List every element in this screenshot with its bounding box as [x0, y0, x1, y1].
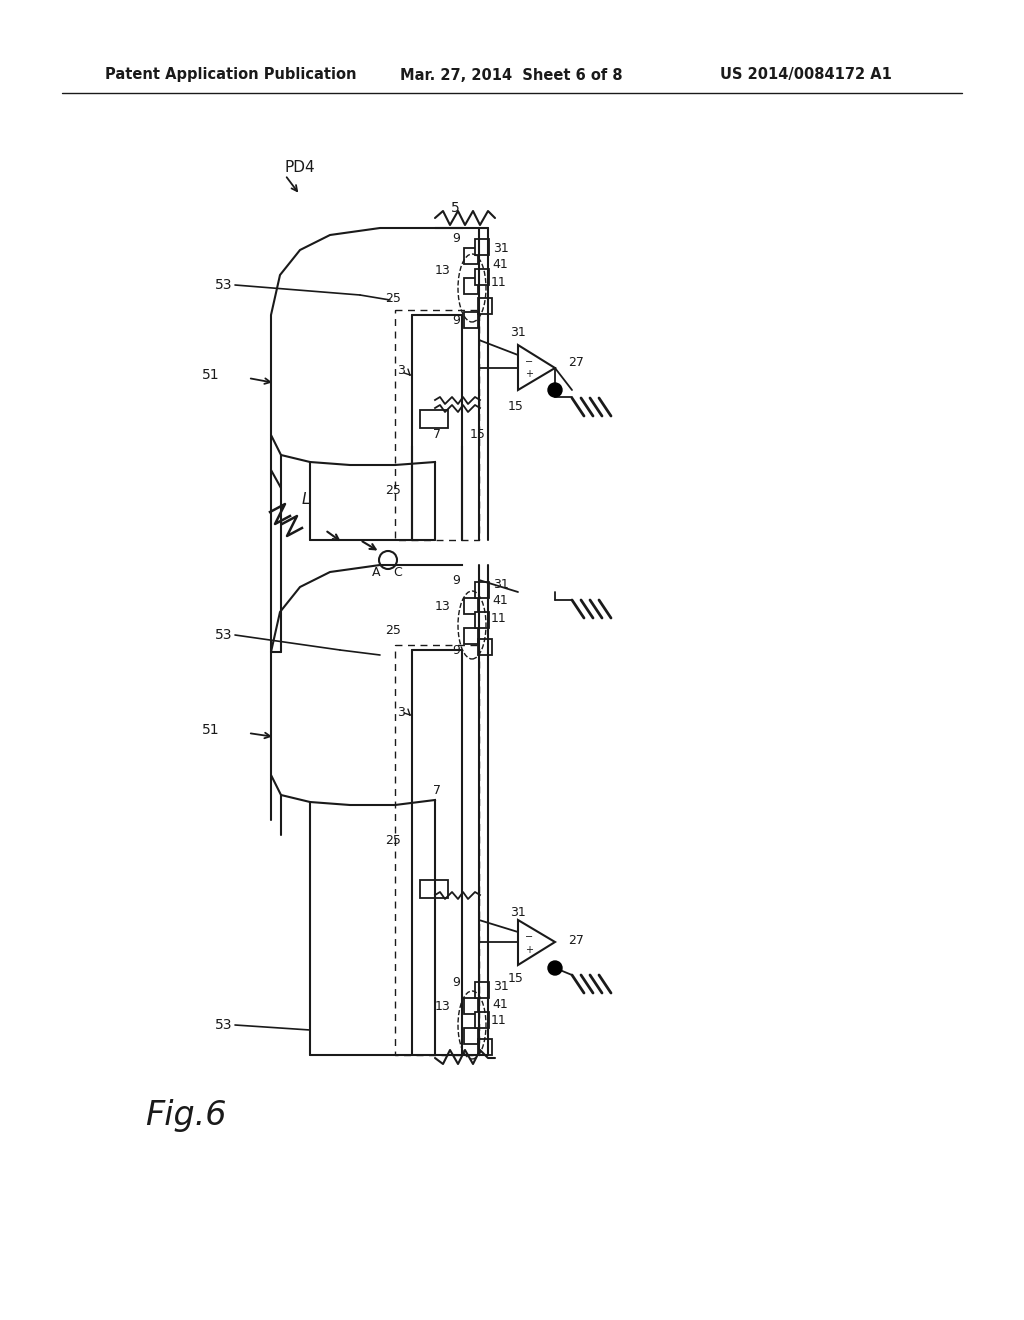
Bar: [475, 612, 489, 628]
Text: 11: 11: [490, 611, 507, 624]
Text: 25: 25: [385, 623, 400, 636]
Text: A: A: [372, 565, 381, 578]
Bar: [464, 1028, 478, 1044]
Text: 13: 13: [434, 264, 450, 276]
Text: 25: 25: [385, 292, 400, 305]
Text: 13: 13: [434, 601, 450, 614]
Text: 11: 11: [490, 276, 507, 289]
Text: 9: 9: [453, 975, 460, 989]
Bar: [475, 1012, 489, 1028]
Bar: [420, 880, 449, 898]
Text: Patent Application Publication: Patent Application Publication: [105, 67, 356, 82]
Bar: [464, 248, 478, 264]
Text: 3: 3: [397, 705, 406, 718]
Text: 15: 15: [508, 972, 524, 985]
Text: 41: 41: [492, 998, 508, 1011]
Text: 15: 15: [470, 429, 486, 441]
Bar: [420, 411, 449, 428]
Text: 27: 27: [568, 355, 584, 368]
Text: 31: 31: [493, 981, 509, 994]
Bar: [464, 628, 478, 644]
Circle shape: [548, 383, 562, 397]
Text: 11: 11: [490, 1014, 507, 1027]
Text: Fig.6: Fig.6: [145, 1098, 226, 1131]
Text: C: C: [393, 565, 401, 578]
Text: 53: 53: [214, 628, 232, 642]
Text: PD4: PD4: [285, 161, 315, 176]
Bar: [464, 279, 478, 294]
Text: 53: 53: [214, 1018, 232, 1032]
Text: 51: 51: [203, 723, 220, 737]
Bar: [478, 1039, 492, 1055]
Text: +: +: [525, 370, 534, 379]
Text: 7: 7: [433, 429, 441, 441]
Text: 27: 27: [568, 933, 584, 946]
Text: 31: 31: [493, 578, 509, 591]
Text: 13: 13: [434, 1001, 450, 1014]
Text: 31: 31: [510, 906, 525, 919]
Text: 9: 9: [453, 314, 460, 326]
Text: −: −: [525, 932, 534, 942]
Text: Mar. 27, 2014  Sheet 6 of 8: Mar. 27, 2014 Sheet 6 of 8: [400, 67, 623, 82]
Bar: [475, 269, 489, 285]
Bar: [464, 998, 478, 1014]
Bar: [475, 239, 489, 255]
Text: 9: 9: [453, 231, 460, 244]
Text: US 2014/0084172 A1: US 2014/0084172 A1: [720, 67, 892, 82]
Text: 15: 15: [508, 400, 524, 412]
Bar: [464, 312, 478, 327]
Bar: [478, 298, 492, 314]
Bar: [475, 982, 489, 998]
Text: 3: 3: [397, 363, 406, 376]
Text: 25: 25: [385, 483, 400, 496]
Text: −: −: [525, 356, 534, 367]
Text: +: +: [525, 945, 534, 954]
Text: 51: 51: [203, 368, 220, 381]
Text: 5: 5: [451, 201, 460, 215]
Text: 9: 9: [453, 573, 460, 586]
Text: L: L: [301, 492, 310, 507]
Text: 9: 9: [453, 644, 460, 656]
Bar: [464, 598, 478, 614]
Text: 31: 31: [510, 326, 525, 339]
Text: 41: 41: [492, 259, 508, 272]
Text: 25: 25: [385, 833, 400, 846]
Bar: [478, 639, 492, 655]
Circle shape: [548, 961, 562, 975]
Bar: [475, 582, 489, 598]
Text: 41: 41: [492, 594, 508, 607]
Text: 31: 31: [493, 242, 509, 255]
Text: 53: 53: [214, 279, 232, 292]
Text: 7: 7: [433, 784, 441, 796]
